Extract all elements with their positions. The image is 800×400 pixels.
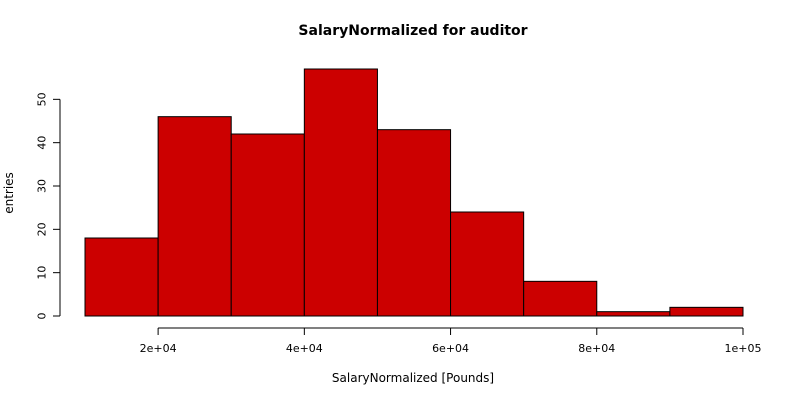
histogram-bar: [669, 306, 744, 317]
y-tick-label: 50: [36, 92, 49, 106]
y-axis-title: entries: [2, 172, 16, 214]
y-axis: 0 10 20 30 40 50: [36, 92, 61, 320]
histogram-bar: [523, 280, 598, 317]
histogram-bar: [84, 237, 159, 317]
bars-group: [84, 68, 744, 317]
chart-title: SalaryNormalized for auditor: [298, 23, 527, 39]
x-tick-label: 8e+04: [578, 342, 615, 355]
x-tick-label: 6e+04: [432, 342, 469, 355]
x-axis: 2e+04 4e+04 6e+04 8e+04 1e+05: [140, 327, 762, 355]
y-tick-label: 40: [36, 136, 49, 150]
y-tick-label: 10: [36, 266, 49, 280]
histogram-bar: [230, 133, 305, 317]
x-axis-title: SalaryNormalized [Pounds]: [332, 371, 494, 385]
histogram-bar: [450, 211, 525, 317]
histogram-bar: [376, 129, 452, 317]
x-tick-label: 2e+04: [140, 342, 177, 355]
histogram-bar: [303, 68, 378, 317]
y-tick-label: 20: [36, 222, 49, 236]
x-tick-label: 4e+04: [286, 342, 323, 355]
y-tick-label: 30: [36, 179, 49, 193]
y-tick-label: 0: [36, 313, 49, 320]
histogram-bar: [157, 116, 232, 317]
histogram-bar: [596, 311, 671, 317]
x-tick-label: 1e+05: [725, 342, 762, 355]
